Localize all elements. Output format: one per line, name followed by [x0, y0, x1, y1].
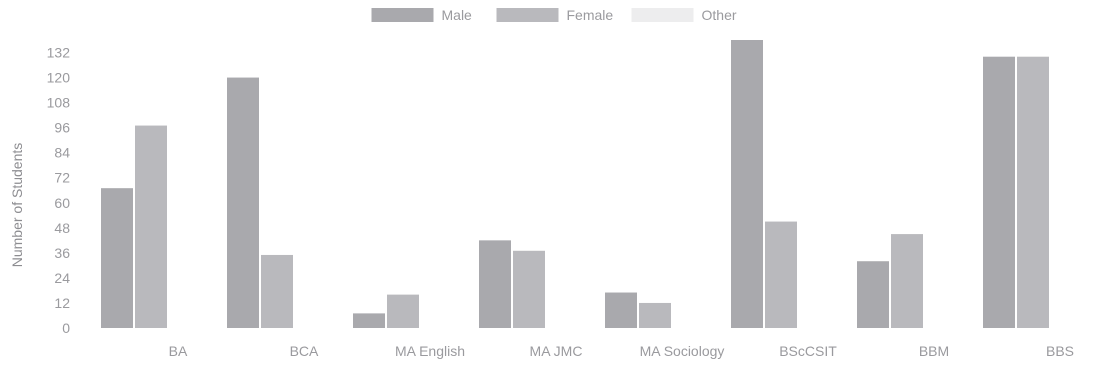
bar-male-bbs[interactable] — [983, 56, 1015, 329]
bar-female-ma-sociology[interactable] — [639, 302, 671, 328]
chart-legend: Male Female Other — [371, 7, 737, 23]
x-tick-label: BA — [169, 343, 188, 359]
bar-female-ma-english[interactable] — [387, 294, 419, 328]
bar-male-ma-sociology[interactable] — [605, 292, 637, 328]
y-axis-ticks: 0 12 24 36 48 60 72 84 96 108 120 132 — [47, 45, 71, 336]
bar-female-bbs[interactable] — [1017, 56, 1049, 329]
x-tick-label: BScCSIT — [779, 343, 837, 359]
y-tick-label: 96 — [54, 120, 70, 136]
y-tick-label: 132 — [47, 45, 71, 61]
x-tick-label: BBS — [1046, 343, 1074, 359]
legend-swatch-male[interactable] — [371, 8, 434, 22]
legend-swatch-female[interactable] — [496, 8, 559, 22]
y-tick-label: 0 — [62, 320, 70, 336]
bar-male-bsccsit[interactable] — [731, 40, 763, 328]
bar-female-bbm[interactable] — [891, 234, 923, 328]
bar-female-ba[interactable] — [135, 125, 167, 328]
bar-male-bca[interactable] — [227, 77, 259, 328]
x-tick-label: BBM — [919, 343, 949, 359]
y-tick-label: 12 — [54, 295, 70, 311]
y-tick-label: 72 — [54, 170, 70, 186]
x-tick-label: MA Sociology — [640, 343, 725, 359]
y-tick-label: 24 — [54, 270, 70, 286]
legend-label-male[interactable]: Male — [442, 7, 473, 23]
y-tick-label: 36 — [54, 245, 70, 261]
legend-label-female[interactable]: Female — [567, 7, 614, 23]
legend-swatch-other[interactable] — [631, 8, 694, 22]
y-tick-label: 108 — [47, 95, 71, 111]
bar-male-ma-jmc[interactable] — [479, 240, 511, 328]
bar-female-bsccsit[interactable] — [765, 221, 797, 328]
bar-female-ma-jmc[interactable] — [513, 250, 545, 328]
x-axis-ticks: BA BCA MA English MA JMC MA Sociology BScCSIT… — [169, 343, 1074, 359]
y-tick-label: 120 — [47, 70, 71, 86]
y-tick-label: 48 — [54, 220, 70, 236]
x-tick-label: BCA — [290, 343, 319, 359]
x-tick-label: MA JMC — [530, 343, 583, 359]
bar-female-bca[interactable] — [261, 254, 293, 328]
y-tick-label: 60 — [54, 195, 70, 211]
bar-male-bbm[interactable] — [857, 261, 889, 328]
y-axis-label: Number of Students — [9, 143, 25, 268]
legend-label-other[interactable]: Other — [702, 7, 737, 23]
x-tick-label: MA English — [395, 343, 465, 359]
bar-male-ma-english[interactable] — [353, 313, 385, 328]
chart-bars — [101, 40, 1049, 329]
bar-male-ba[interactable] — [101, 188, 133, 328]
y-tick-label: 84 — [54, 145, 70, 161]
